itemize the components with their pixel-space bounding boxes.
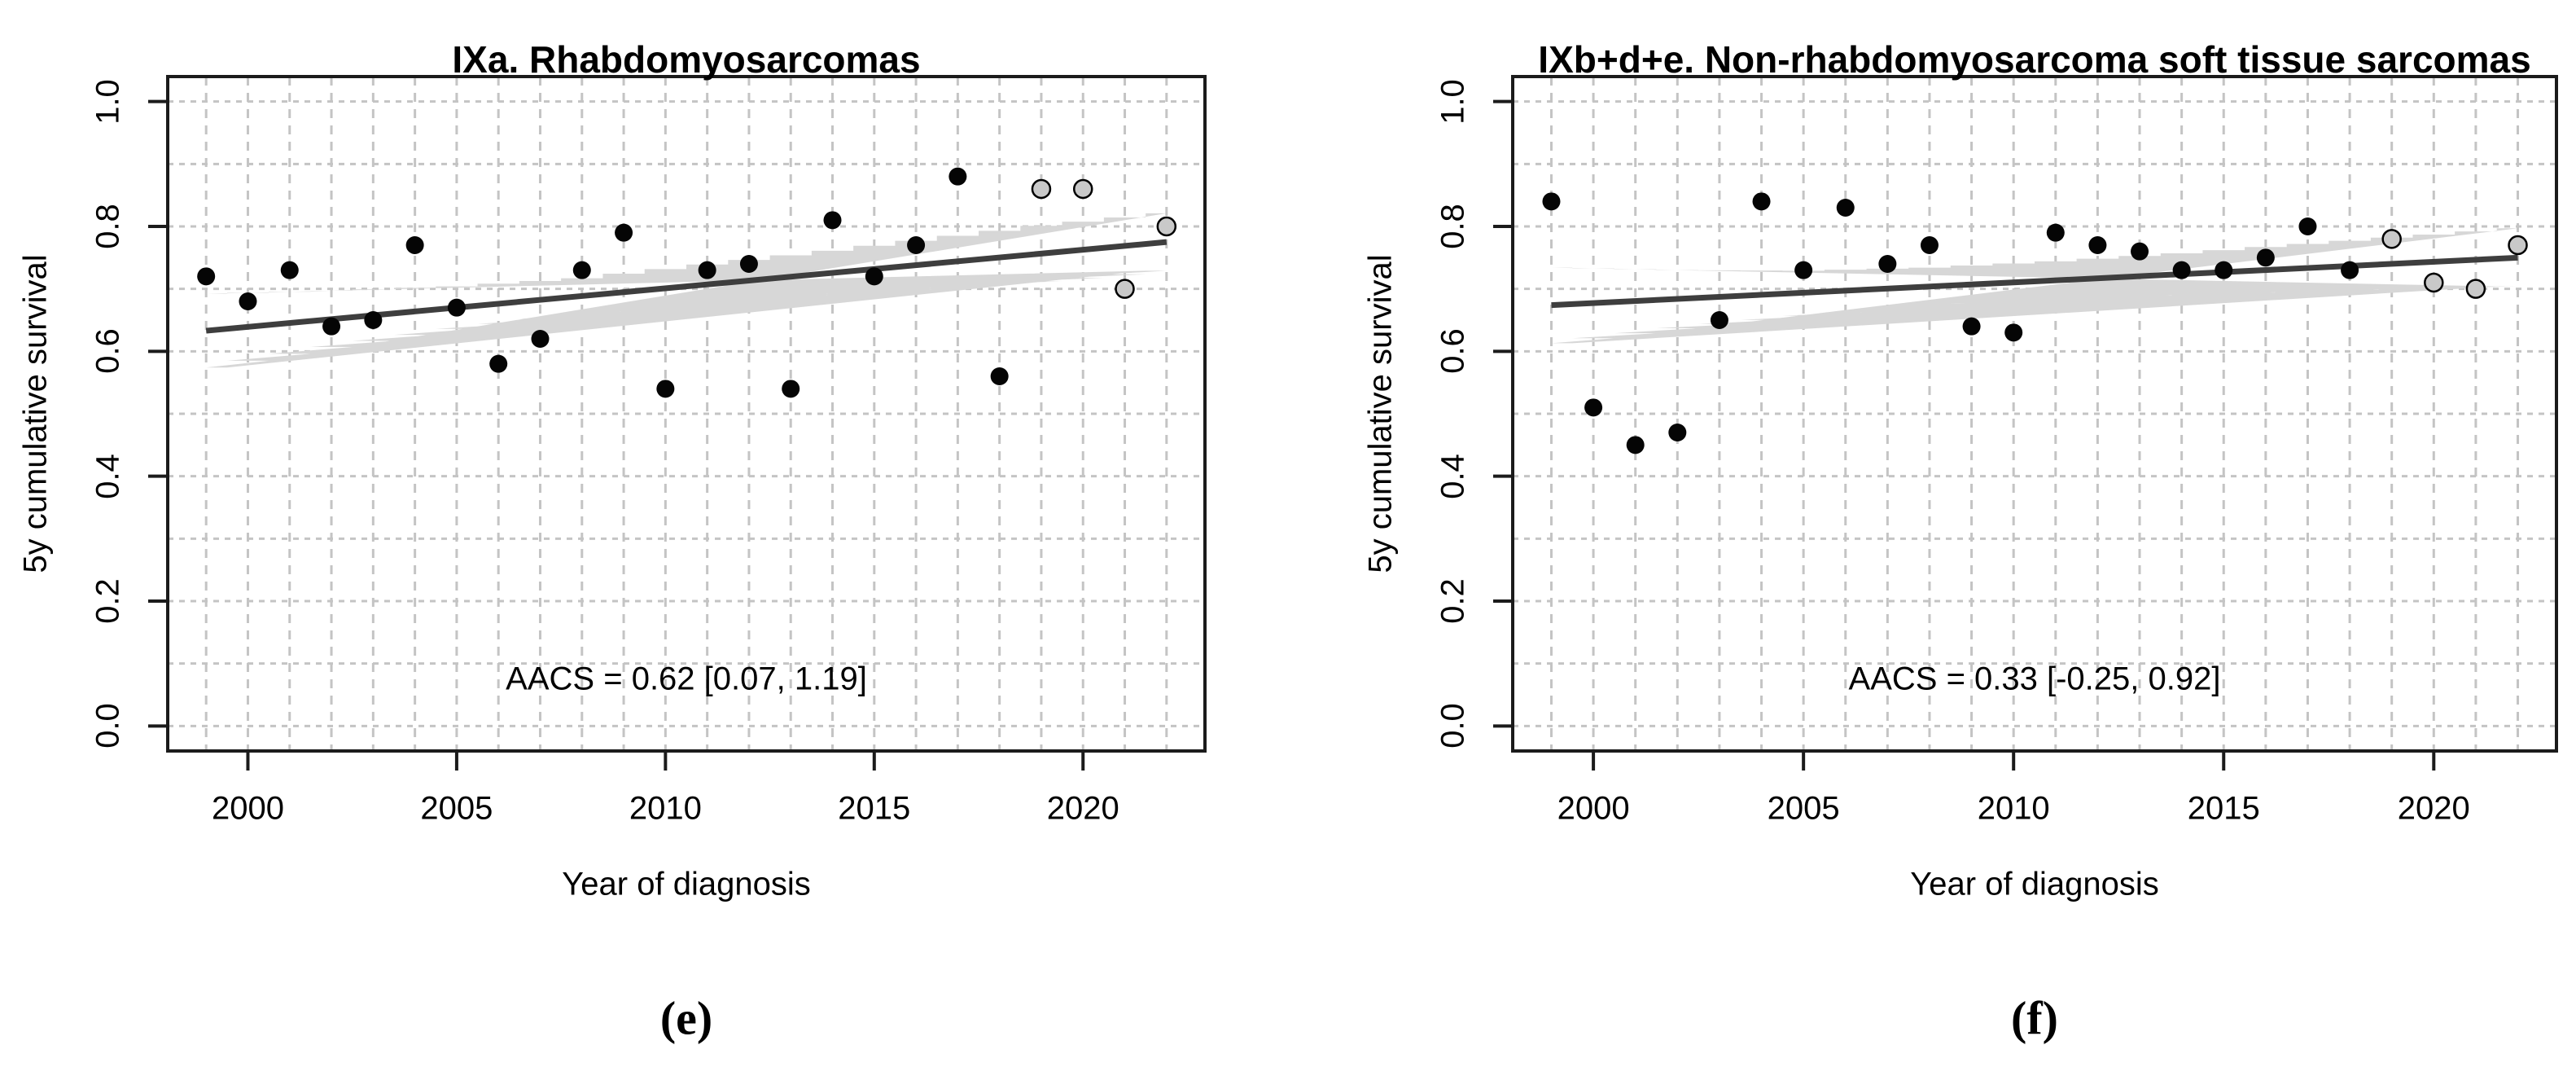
confidence-band [206, 213, 1167, 368]
data-point-observed [1668, 424, 1687, 441]
data-point-projected [2465, 279, 2486, 299]
y-tick-label: 1.0 [90, 78, 126, 125]
data-point-observed [572, 261, 591, 279]
x-tick-label: 2000 [1557, 790, 1630, 827]
plot-area [148, 75, 1207, 771]
data-point-observed [2256, 248, 2275, 267]
panel-label: (e) [659, 991, 713, 1045]
data-point-observed [615, 223, 633, 242]
y-tick-label: 0.8 [1435, 204, 1471, 249]
data-point-observed [2341, 261, 2359, 279]
data-point-observed [907, 236, 926, 254]
chart-non-rhabdomyosarcoma: IXb+d+e. Non-rhabdomyosarcoma soft tissu… [1288, 0, 2576, 1067]
y-tick-label: 0.4 [1435, 453, 1471, 499]
data-point-observed [531, 330, 550, 348]
data-point-observed [1752, 192, 1771, 211]
data-point-observed [1920, 236, 1939, 254]
data-point-observed [698, 261, 716, 279]
data-point-observed [239, 292, 257, 310]
data-point-observed [2172, 261, 2191, 279]
data-point-observed [280, 261, 299, 279]
data-point-observed [1710, 311, 1728, 329]
y-tick-label: 0.6 [90, 328, 126, 375]
data-point-observed [782, 380, 800, 398]
data-point-observed [2088, 236, 2107, 254]
data-point-observed [1878, 255, 1897, 273]
data-point-observed [948, 167, 967, 186]
chart-title: IXb+d+e. Non-rhabdomyosarcoma soft tissu… [1538, 38, 2531, 81]
data-point-observed [447, 298, 466, 317]
data-point-observed [990, 367, 1009, 385]
data-point-observed [1542, 192, 1561, 211]
data-point-observed [2004, 323, 2023, 342]
data-point-observed [739, 255, 758, 273]
data-point-observed [2298, 217, 2317, 235]
plot-area [1493, 75, 2558, 771]
y-axis-label: 5y cumulative survival [1362, 254, 1399, 573]
plot-box [166, 75, 1207, 753]
data-point-observed [1794, 261, 1813, 279]
y-tick-label: 0.6 [1435, 328, 1471, 375]
data-point-observed [322, 317, 341, 336]
data-point-projected [1115, 279, 1135, 299]
x-tick-label: 2005 [1767, 790, 1840, 827]
data-point-projected [2424, 272, 2444, 293]
data-point-observed [2131, 242, 2149, 261]
aacs-annotation: AACS = 0.62 [0.07, 1.19] [506, 661, 867, 697]
x-tick-label: 2015 [2187, 790, 2260, 827]
data-point-projected [2381, 229, 2402, 249]
plot-box [1511, 75, 2558, 753]
data-point-observed [2046, 223, 2065, 242]
data-point-observed [823, 211, 842, 230]
aacs-annotation: AACS = 0.33 [-0.25, 0.92] [1848, 661, 2221, 697]
data-point-observed [1836, 199, 1855, 217]
x-axis-label: Year of diagnosis [1910, 866, 2159, 902]
x-tick-label: 2020 [2397, 790, 2470, 827]
x-tick-label: 2020 [1046, 790, 1119, 827]
y-tick-label: 0.2 [1435, 578, 1471, 624]
data-point-projected [1072, 178, 1093, 200]
data-point-observed [489, 354, 508, 373]
y-tick-label: 0.0 [1435, 703, 1471, 749]
y-tick-label: 0.0 [90, 703, 126, 749]
y-tick-label: 1.0 [1435, 78, 1471, 125]
confidence-band [1551, 228, 2518, 344]
data-point-projected [1031, 178, 1052, 200]
chart-title: IXa. Rhabdomyosarcomas [452, 38, 921, 81]
data-point-observed [364, 311, 383, 329]
data-point-observed [1626, 436, 1645, 454]
x-tick-label: 2010 [1977, 790, 2050, 827]
data-point-observed [197, 267, 216, 286]
x-tick-label: 2010 [629, 790, 702, 827]
chart-rhabdomyosarcomas: IXa. Rhabdomyosarcomas 5y cumulative sur… [17, 38, 1207, 1045]
y-tick-label: 0.2 [90, 578, 126, 624]
x-tick-label: 2000 [211, 790, 284, 827]
data-point-observed [656, 380, 675, 398]
y-tick-label: 0.4 [90, 453, 126, 499]
x-tick-label: 2005 [420, 790, 493, 827]
y-axis-label: 5y cumulative survival [17, 254, 54, 573]
panel-label: (f) [2011, 991, 2058, 1045]
data-point-observed [405, 236, 424, 254]
data-point-projected [2508, 235, 2528, 256]
x-axis-label: Year of diagnosis [562, 866, 811, 902]
data-point-observed [865, 267, 883, 286]
y-tick-label: 0.8 [90, 204, 126, 249]
data-point-observed [1584, 398, 1603, 417]
data-point-observed [1962, 317, 1981, 336]
data-point-projected [1156, 216, 1177, 237]
x-tick-label: 2015 [838, 790, 911, 827]
data-point-observed [2215, 261, 2233, 279]
